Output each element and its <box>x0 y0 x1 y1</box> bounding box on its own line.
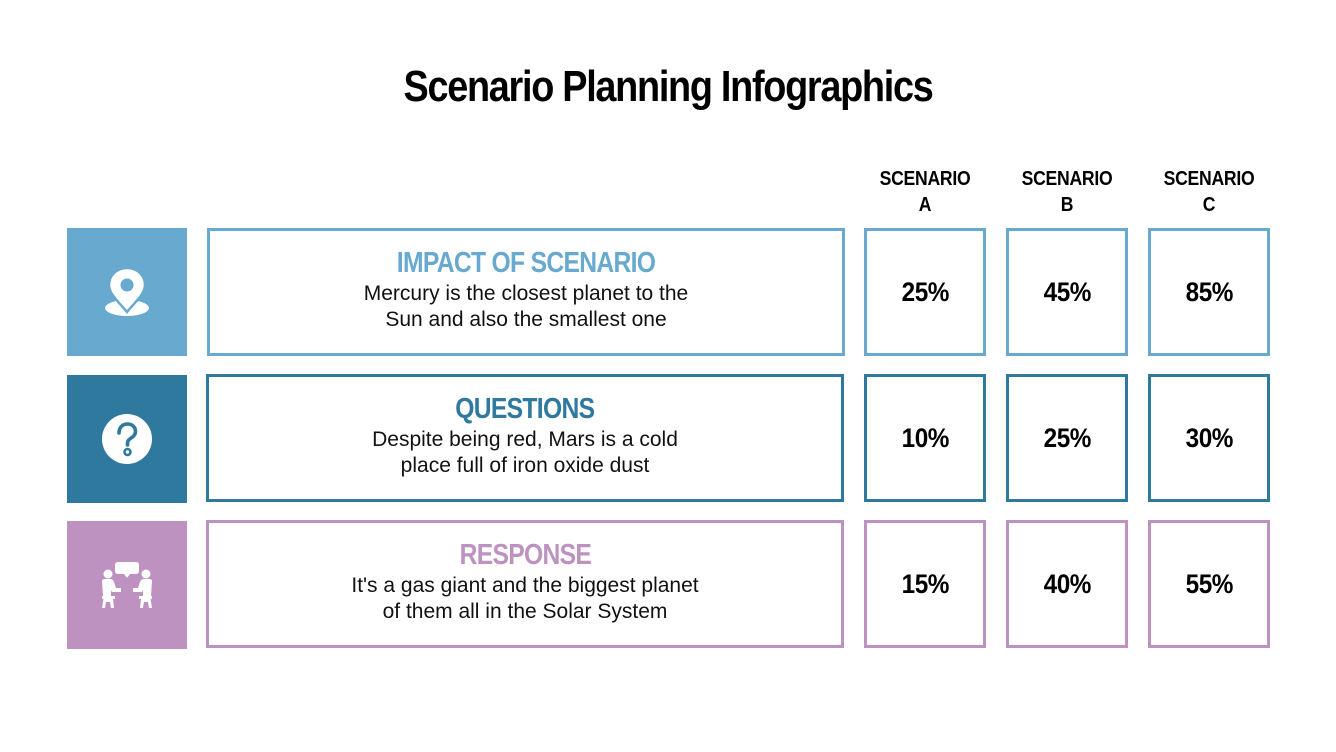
meeting-people-icon <box>102 562 152 608</box>
row-icon-tile-impact <box>67 228 187 356</box>
row-icon-tile-questions <box>67 375 187 503</box>
column-header-line2: A <box>918 194 932 216</box>
value-text: 25% <box>1043 422 1091 453</box>
value-cell-questions-b: 25% <box>1006 374 1128 502</box>
row-description-impact: IMPACT OF SCENARIO Mercury is the closes… <box>207 228 845 356</box>
column-header-scenario-b: SCENARIO B <box>1006 166 1128 218</box>
value-text: 85% <box>1185 276 1233 307</box>
row-text-line1: Mercury is the closest planet to the <box>363 282 689 305</box>
row-icon-tile-response <box>67 521 187 649</box>
value-cell-impact-b: 45% <box>1006 228 1128 356</box>
value-cell-response-c: 55% <box>1148 520 1270 648</box>
column-header-scenario-c: SCENARIO C <box>1148 166 1270 218</box>
column-header-line1: SCENARIO <box>879 168 971 190</box>
value-cell-questions-c: 30% <box>1148 374 1270 502</box>
value-text: 45% <box>1043 276 1091 307</box>
value-text: 55% <box>1185 568 1233 599</box>
value-text: 15% <box>901 568 949 599</box>
row-description-response: RESPONSE It's a gas giant and the bigges… <box>206 520 844 648</box>
value-text: 30% <box>1185 422 1233 453</box>
column-header-line1: SCENARIO <box>1163 168 1255 190</box>
value-text: 25% <box>901 276 949 307</box>
value-cell-questions-a: 10% <box>864 374 986 502</box>
row-text-line2: of them all in the Solar System <box>382 600 668 623</box>
question-icon <box>102 414 152 464</box>
value-text: 40% <box>1043 568 1091 599</box>
value-text: 10% <box>901 422 949 453</box>
row-heading: QUESTIONS <box>455 393 595 425</box>
row-heading: RESPONSE <box>459 539 591 571</box>
row-description-questions: QUESTIONS Despite being red, Mars is a c… <box>206 374 844 502</box>
value-cell-response-b: 40% <box>1006 520 1128 648</box>
page-title: Scenario Planning Infographics <box>403 62 933 111</box>
value-cell-impact-a: 25% <box>864 228 986 356</box>
row-text-line2: place full of iron oxide dust <box>400 454 650 477</box>
row-text-line1: Despite being red, Mars is a cold <box>372 428 678 451</box>
row-text-line2: Sun and also the smallest one <box>385 308 667 331</box>
column-header-line2: C <box>1202 194 1216 216</box>
map-pin-icon <box>105 266 149 316</box>
value-cell-impact-c: 85% <box>1148 228 1270 356</box>
row-heading: IMPACT OF SCENARIO <box>396 247 656 279</box>
column-header-line2: B <box>1060 194 1074 216</box>
value-cell-response-a: 15% <box>864 520 986 648</box>
column-header-scenario-a: SCENARIO A <box>864 166 986 218</box>
column-header-line1: SCENARIO <box>1021 168 1113 190</box>
row-text-line1: It's a gas giant and the biggest planet <box>351 574 699 597</box>
